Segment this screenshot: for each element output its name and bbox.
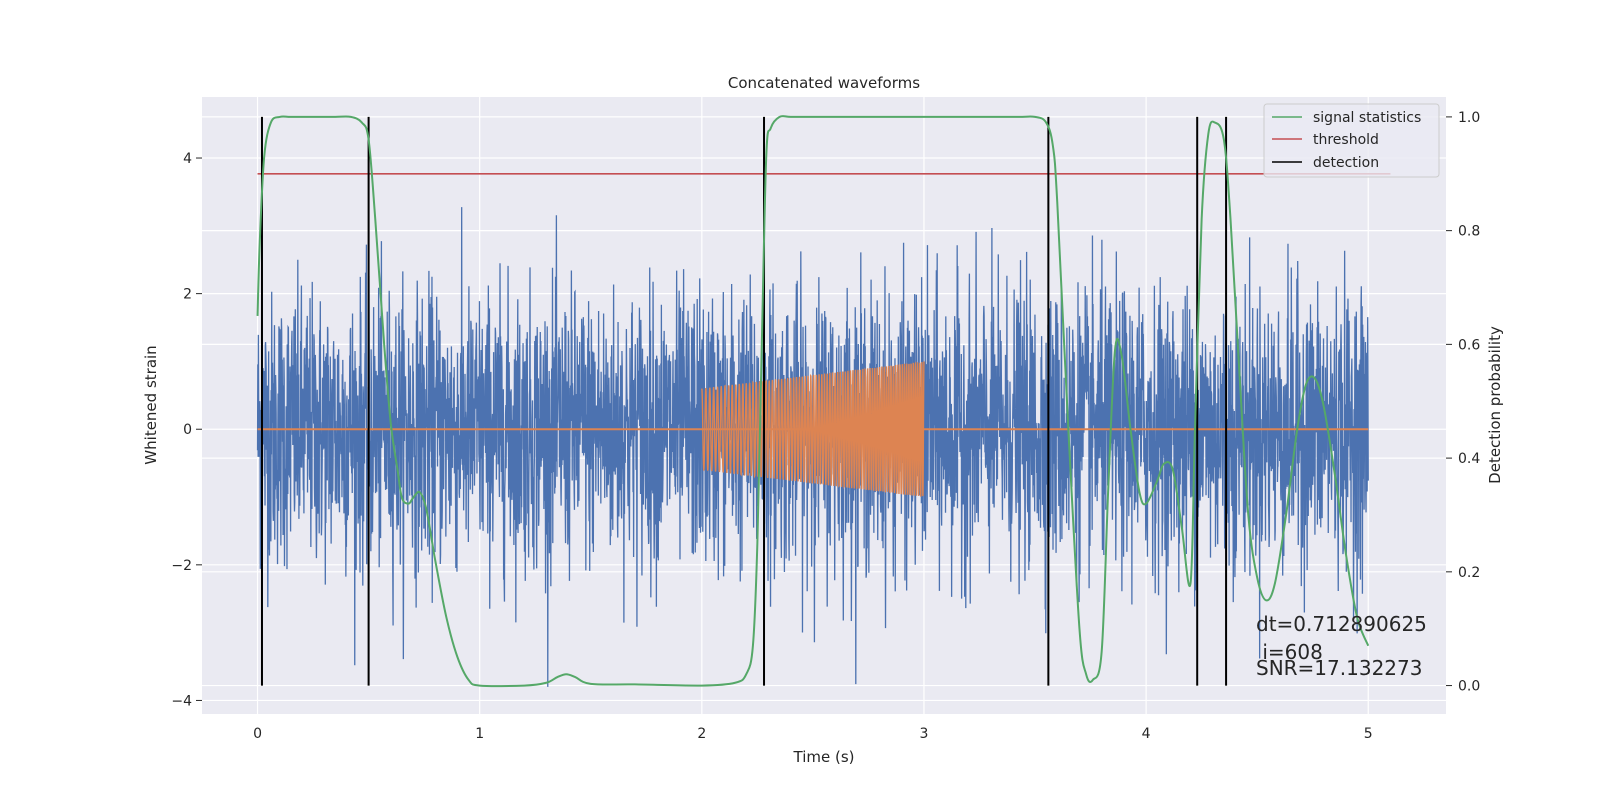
legend-label-detection: detection [1313, 155, 1379, 171]
y-right-tick-label: 0.6 [1458, 337, 1480, 353]
annotation-snr: SNR=17.132273 [1256, 656, 1422, 680]
injection-series [257, 361, 1369, 497]
chart-title: Concatenated waveforms [728, 74, 920, 92]
x-tick-label: 4 [1142, 726, 1151, 742]
y-right-tick-label: 0.0 [1458, 679, 1480, 695]
legend-label-signal-statistics: signal statistics [1313, 110, 1421, 126]
y-left-tick-label: −4 [171, 693, 192, 709]
y-axis-label-left: Whitened strain [142, 345, 160, 464]
annotation-i: i=608 [1256, 640, 1323, 664]
x-axis-label: Time (s) [793, 748, 855, 766]
x-tick-label: 5 [1364, 726, 1373, 742]
y-right-tick-label: 1.0 [1458, 110, 1480, 126]
x-tick-label: 0 [253, 726, 262, 742]
y-right-tick-label: 0.4 [1458, 451, 1480, 467]
signal-statistics-line [256, 115, 1370, 688]
y-axis-label-right: Detection probability [1486, 326, 1504, 484]
injection-line [701, 361, 925, 497]
x-tick-label: 1 [475, 726, 484, 742]
x-tick-label: 3 [920, 726, 929, 742]
y-left-tick-label: 4 [183, 151, 192, 167]
y-left-tick-label: −2 [171, 558, 192, 574]
annotation-dt: dt=0.712890625 [1256, 612, 1427, 636]
axis-ticks: 0 1 2 3 4 5 −4 −2 0 2 4 0.0 0.2 0.4 0.6 0.8 1.0 [171, 110, 1480, 742]
legend-label-threshold: threshold [1313, 132, 1379, 148]
legend-box [1263, 103, 1440, 178]
y-left-tick-label: 0 [183, 422, 192, 438]
y-right-tick-label: 0.8 [1458, 224, 1480, 240]
signal-statistics-series [256, 115, 1370, 688]
x-tick-label: 2 [697, 726, 706, 742]
legend: signal statistics threshold detection [1263, 103, 1440, 178]
y-right-tick-label: 0.2 [1458, 565, 1480, 581]
y-left-tick-label: 2 [183, 287, 192, 303]
